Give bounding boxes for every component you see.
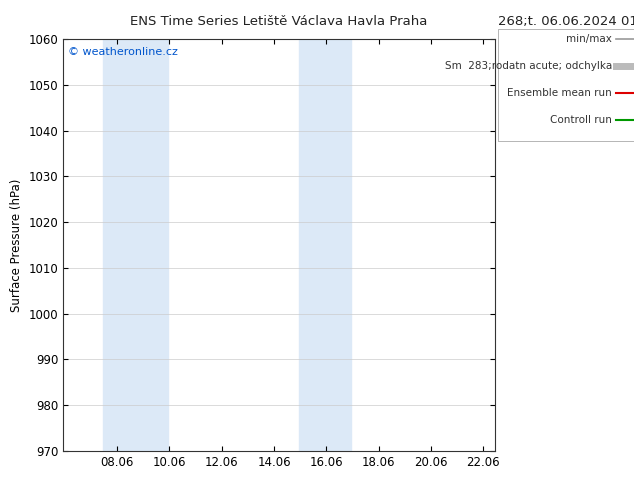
Text: min/max: min/max: [566, 34, 612, 44]
Y-axis label: Surface Pressure (hPa): Surface Pressure (hPa): [10, 178, 23, 312]
Text: Sm  283;rodatn acute; odchylka: Sm 283;rodatn acute; odchylka: [444, 61, 612, 71]
Text: Ensemble mean run: Ensemble mean run: [507, 88, 612, 98]
Text: ENS Time Series Letiště Václava Havla Praha: ENS Time Series Letiště Václava Havla Pr…: [130, 15, 428, 28]
Bar: [299, 39, 351, 451]
Text: © weatheronline.cz: © weatheronline.cz: [68, 48, 178, 57]
Text: Controll run: Controll run: [550, 115, 612, 125]
Text: 268;t. 06.06.2024 01 UTC: 268;t. 06.06.2024 01 UTC: [498, 15, 634, 28]
Bar: [103, 39, 168, 451]
